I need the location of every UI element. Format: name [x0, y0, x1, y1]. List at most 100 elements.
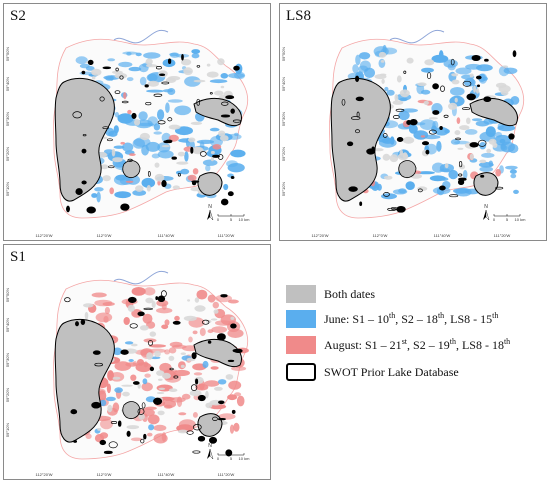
s1-water-patch-other [124, 341, 134, 345]
ls8-prior-lake [355, 96, 364, 102]
s2-both-patch [102, 136, 108, 139]
s1-water-patch [211, 326, 228, 333]
s2-water-patch-other [192, 168, 199, 175]
ls8-both-patch [459, 164, 466, 170]
s1-water-patch-other [114, 387, 123, 393]
map-panel-s2: 112°20'W 112°0'W 111°40'W 111°20'W 59°50'N 59… [3, 3, 271, 241]
ls8-both-patch [469, 73, 474, 78]
s1-water-patch [207, 329, 214, 334]
s2-prior-lake [145, 101, 152, 106]
legend-label-august: August: S1 – 21st, S2 – 19th, LS8 - 18th [324, 337, 511, 352]
ls8-both-patch [444, 163, 449, 169]
ls8-both-patch [373, 148, 384, 152]
s1-prior-lake [212, 416, 218, 421]
s1-both-patch [225, 374, 234, 380]
s1-both-patch [138, 413, 145, 420]
s1-prior-lake [169, 367, 174, 371]
ls8-river [389, 29, 445, 44]
panel-label-ls8: LS8 [286, 8, 312, 24]
s1-water-patch [147, 414, 160, 425]
s1-water-patch [130, 374, 137, 381]
s1-x-tick-label: 111°20'W [218, 472, 235, 477]
ls8-water-patch-other [495, 168, 502, 177]
s1-water-patch [103, 315, 109, 323]
ls8-prior-lake [390, 206, 398, 211]
s1-both-patch [157, 410, 165, 416]
s1-prior-lake [80, 319, 86, 325]
s2-water-patch-other [157, 180, 161, 186]
s2-prior-lake [121, 100, 129, 104]
s1-prior-lake [143, 307, 153, 311]
ls8-prior-lake [462, 80, 472, 87]
map-s1: 112°20'W 112°0'W 111°40'W 111°20'W 59°50'N 59… [5, 270, 250, 477]
s1-water-patch-other [99, 399, 107, 407]
s2-prior-lake [167, 117, 173, 122]
s1-water-patch-other [128, 359, 134, 362]
ls8-both-patch [399, 149, 403, 156]
map-s2: 112°20'W 112°0'W 111°40'W 111°20'W 59°50'N 59… [5, 29, 250, 238]
s2-water-patch [184, 151, 189, 162]
ls8-both-patch [381, 78, 385, 84]
s1-x-tick-label: 112°20'W [36, 472, 53, 477]
s2-water-patch [153, 131, 162, 135]
s2-both-patch [206, 63, 211, 67]
s1-both-patch [107, 404, 113, 413]
s2-water-patch [138, 111, 148, 121]
ls8-y-tick-label: 59°50'N [281, 47, 286, 61]
s2-water-patch [184, 76, 201, 87]
ls8-water-patch-other [456, 117, 461, 124]
s1-prior-lake [227, 359, 235, 363]
s2-prior-lake [102, 126, 109, 130]
s1-both-patch [156, 370, 165, 376]
legend-label-june: June: S1 – 10th, S2 – 18th, LS8 - 15th [324, 311, 499, 326]
s2-water-patch [103, 149, 115, 154]
s1-water-patch [192, 330, 198, 335]
s1-water-patch [207, 294, 216, 303]
s1-water-patch-other [218, 379, 227, 385]
s2-water-patch [196, 139, 215, 144]
ls8-scale-label: 0 [493, 217, 496, 222]
s2-prior-lake [114, 90, 121, 94]
ls8-water-patch [455, 67, 472, 75]
ls8-north-arrow [483, 210, 486, 220]
s2-both-patch [134, 119, 141, 126]
s2-prior-lake [75, 188, 83, 196]
s2-scale-label: 0 [217, 217, 220, 222]
s2-y-tick-label: 59°50'N [5, 47, 10, 61]
s1-water-patch [228, 380, 242, 390]
s2-north-arrow-half [209, 209, 214, 221]
ls8-both-patch [488, 138, 497, 145]
s2-both-patch [210, 150, 215, 155]
s2-water-patch [175, 126, 193, 136]
s1-water-patch [100, 418, 113, 430]
s1-both-patch [83, 303, 94, 308]
ls8-prior-lake [409, 119, 418, 126]
s2-water-patch [91, 193, 98, 198]
s2-prior-lake [196, 64, 201, 68]
s1-prior-lake [217, 417, 226, 421]
s2-north-label: N [208, 204, 212, 210]
ls8-water-patch [420, 89, 431, 95]
s1-water-patch [131, 287, 146, 296]
s2-y-tick-label: 59°30'N [5, 112, 10, 126]
map-panel-ls8: 112°20'W 112°0'W 111°40'W 111°20'W 59°50'N 59… [279, 3, 547, 241]
s2-prior-lake [106, 138, 113, 142]
s1-water-patch-other [112, 347, 123, 356]
s1-prior-lake [143, 433, 147, 440]
s1-water-patch [195, 383, 209, 391]
s1-prior-lake [92, 350, 101, 355]
ls8-both-patch [457, 147, 464, 150]
s2-prior-lake [66, 205, 70, 213]
s1-water-patch [168, 397, 186, 403]
s1-prior-lake [202, 319, 210, 325]
s1-water-patch [227, 299, 239, 304]
s1-water-patch [136, 359, 145, 366]
s2-prior-lake [227, 191, 234, 197]
ls8-both-patch [423, 100, 429, 105]
s1-water-patch [107, 370, 114, 381]
s2-prior-lake [220, 114, 231, 118]
s2-both-patch [177, 151, 185, 157]
s2-water-patch [205, 164, 211, 172]
s1-both-patch [84, 311, 89, 320]
ls8-both-patch [399, 89, 410, 98]
